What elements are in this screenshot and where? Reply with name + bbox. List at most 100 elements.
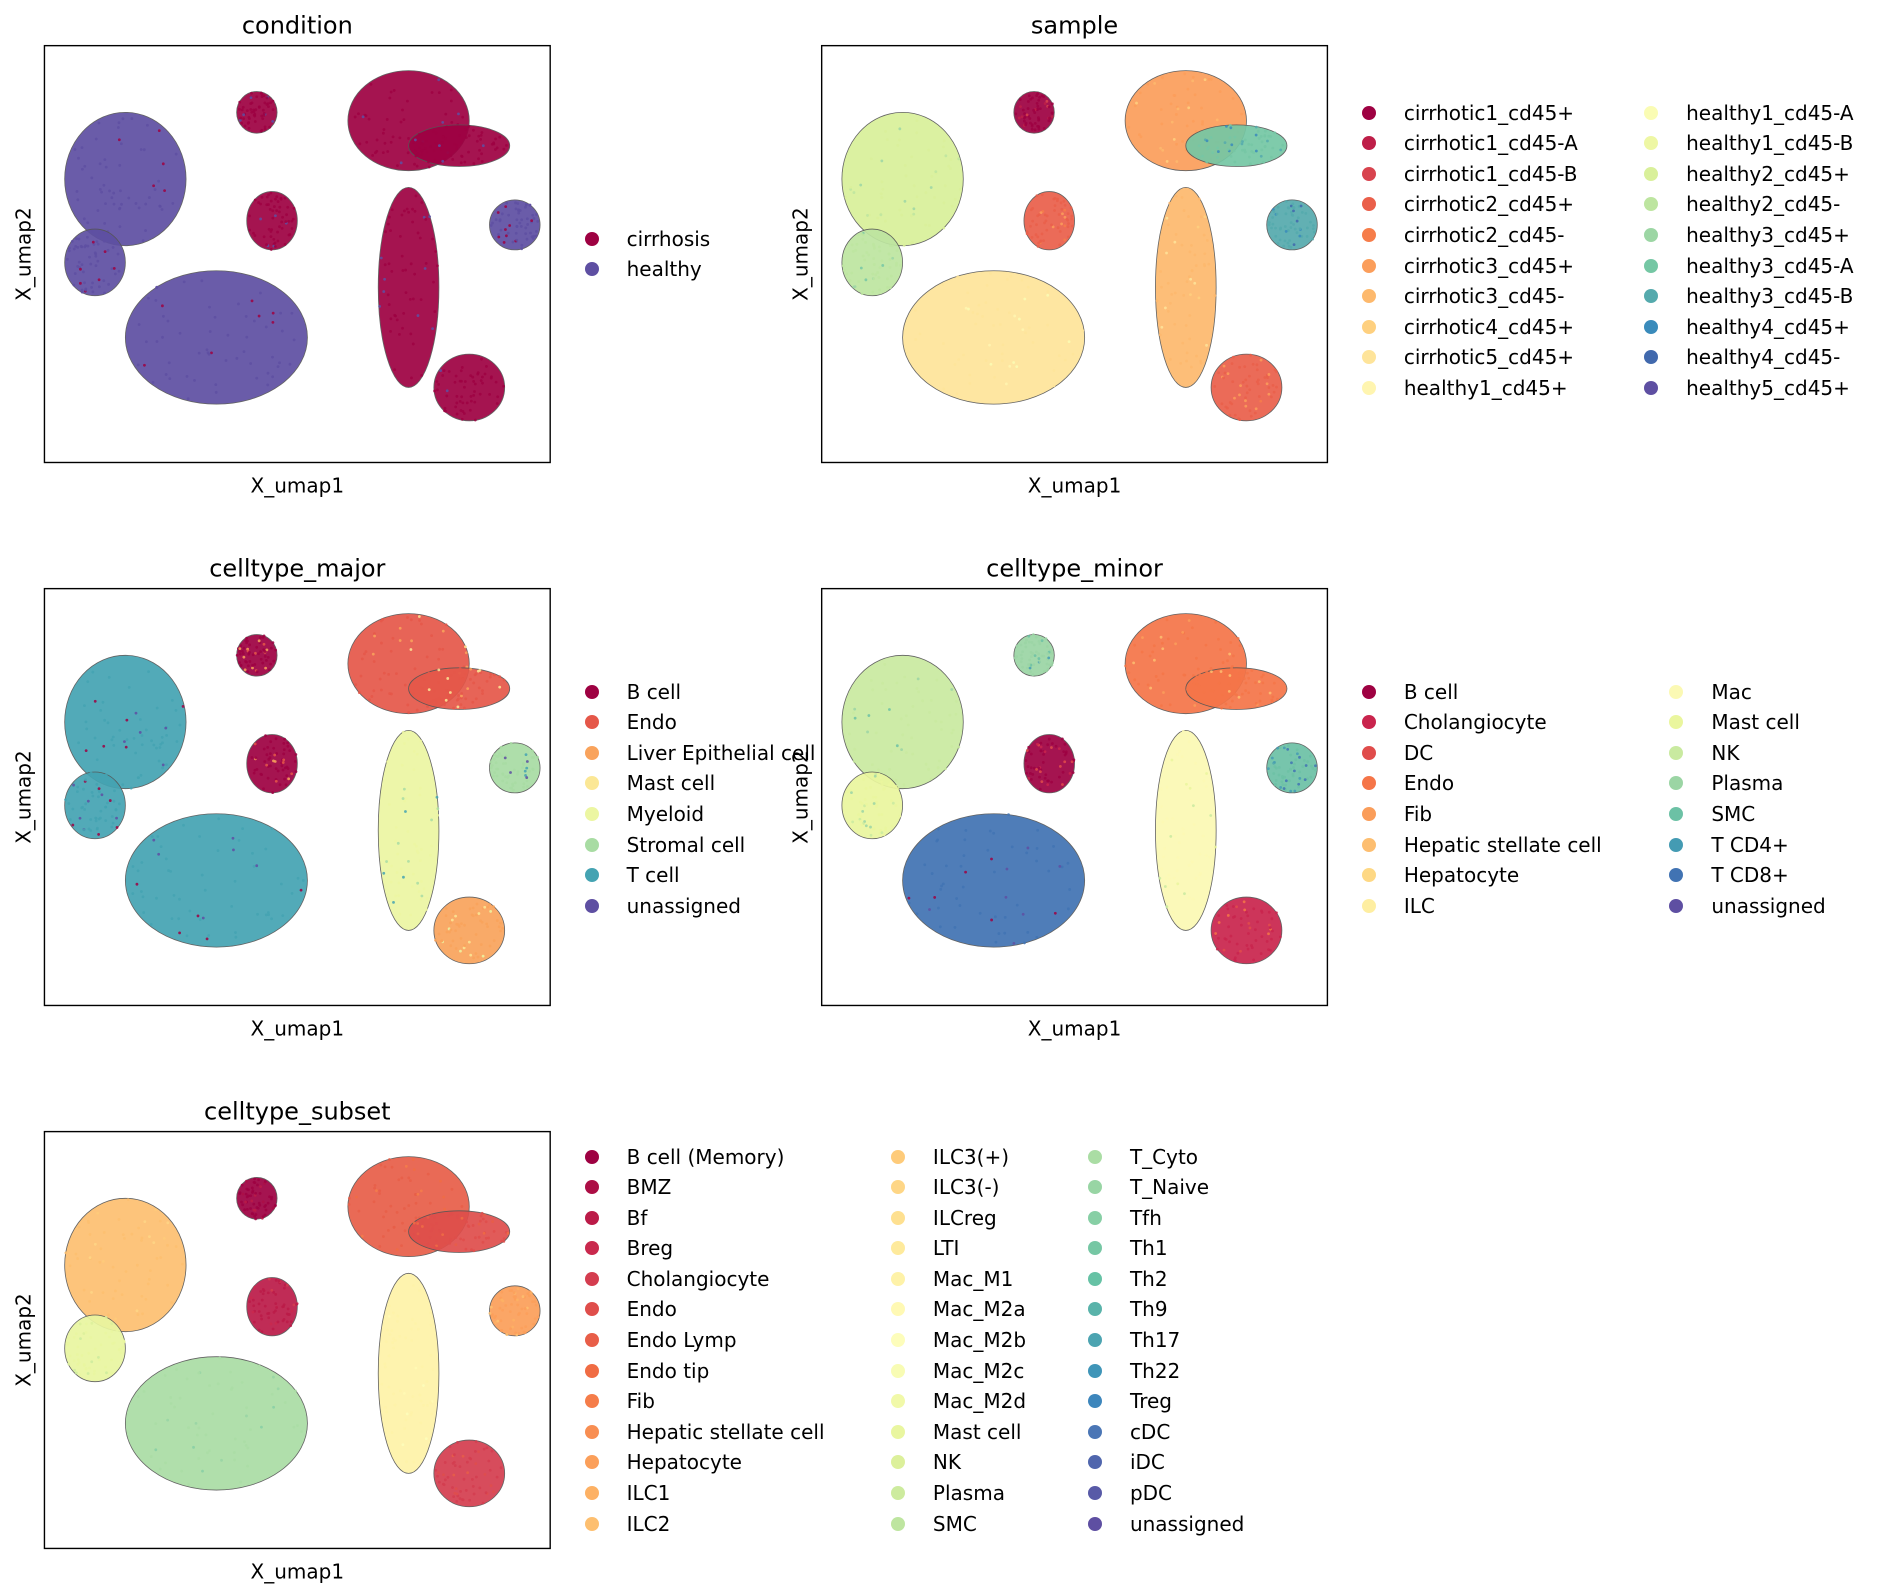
scatter-point: [137, 323, 141, 326]
scatter-point: [1037, 117, 1041, 121]
scatter-point: [395, 871, 399, 874]
scatter-point: [1026, 107, 1030, 110]
scatter-point: [94, 819, 98, 823]
scatter-point: [1298, 755, 1301, 759]
cluster-b-mid: [1023, 734, 1075, 794]
scatter-point: [272, 205, 276, 208]
scatter-point: [1268, 691, 1272, 695]
scatter-point: [161, 304, 164, 308]
scatter-point: [237, 838, 241, 842]
scatter-point: [375, 149, 379, 153]
scatter-point: [875, 800, 879, 804]
legend-label: Liver Epithelial cell: [626, 740, 816, 765]
legend-item: ILC2: [577, 1508, 825, 1539]
scatter-point: [950, 204, 954, 208]
scatter-point: [1260, 148, 1264, 152]
scatter-point: [955, 897, 959, 900]
scatter-point: [1005, 867, 1009, 871]
scatter-point: [260, 1330, 264, 1334]
scatter-point: [490, 764, 494, 767]
scatter-point: [1190, 626, 1194, 630]
scatter-point: [158, 1219, 162, 1223]
scatter-point: [98, 790, 101, 794]
scatter-point: [144, 1297, 148, 1301]
scatter-point: [126, 1198, 130, 1202]
scatter-point: [369, 82, 373, 86]
scatter-point: [113, 272, 117, 276]
scatter-point: [454, 947, 458, 950]
scatter-point: [1185, 351, 1189, 355]
scatter-point: [263, 101, 267, 105]
scatter-point: [415, 708, 419, 712]
scatter-point: [1231, 654, 1235, 658]
scatter-point: [1196, 667, 1200, 671]
scatter-point: [1189, 277, 1193, 281]
scatter-point: [67, 1336, 71, 1340]
scatter-point: [1221, 661, 1225, 664]
legend-item: Mac_M2b: [883, 1325, 1026, 1356]
scatter-point: [427, 688, 431, 692]
scatter-point: [256, 1183, 259, 1187]
scatter-point: [1028, 658, 1032, 662]
legend-marker: [1669, 745, 1684, 760]
scatter-point: [66, 1342, 70, 1345]
scatter-point: [288, 749, 292, 753]
scatter-point: [435, 795, 439, 799]
scatter-point: [853, 707, 857, 711]
scatter-point: [84, 244, 88, 248]
scatter-point: [98, 1358, 101, 1362]
scatter-point: [1230, 143, 1234, 147]
scatter-point: [520, 1307, 524, 1311]
scatter-point: [119, 189, 122, 193]
scatter-point: [407, 711, 411, 714]
scatter-point: [492, 1490, 496, 1494]
scatter-point: [928, 908, 931, 911]
scatter-point: [1203, 215, 1207, 219]
scatter-point: [137, 1226, 141, 1230]
scatter-point: [1263, 376, 1267, 379]
scatter-point: [1048, 116, 1051, 120]
scatter-point: [1245, 944, 1249, 947]
scatter-point: [1160, 325, 1164, 329]
scatter-point: [508, 1289, 512, 1293]
scatter-point: [518, 221, 522, 225]
scatter-point: [495, 774, 499, 778]
scatter-point: [269, 248, 273, 251]
legend-marker: [1669, 715, 1684, 730]
scatter-point: [95, 240, 99, 244]
scatter-point: [67, 1362, 71, 1366]
scatter-point: [444, 698, 448, 702]
scatter-point: [884, 130, 887, 133]
scatter-point: [502, 147, 506, 151]
scatter-point: [464, 128, 468, 131]
scatter-point: [1247, 691, 1251, 695]
scatter-point: [869, 825, 872, 829]
legend-marker: [1669, 684, 1684, 699]
scatter-point: [140, 1239, 143, 1242]
scatter-point: [1010, 845, 1014, 849]
scatter-point: [499, 1466, 503, 1470]
scatter-point: [1019, 105, 1022, 109]
scatter-point: [481, 954, 485, 958]
scatter-point: [1194, 656, 1198, 660]
scatter-point: [878, 249, 882, 253]
legend-item: T CD4+: [1661, 829, 1825, 860]
scatter-point: [1028, 117, 1032, 120]
legend-column: cirrhosis healthy: [577, 223, 710, 284]
scatter-point: [1024, 123, 1028, 127]
scatter-point: [1166, 223, 1170, 227]
scatter-point: [409, 332, 413, 336]
scatter-point: [251, 1189, 255, 1193]
scatter-point: [384, 1365, 387, 1369]
scatter-point: [288, 233, 292, 236]
scatter-point: [501, 779, 505, 783]
scatter-point: [452, 1453, 456, 1457]
scatter-point: [1012, 361, 1016, 364]
scatter-point: [976, 312, 979, 316]
scatter-point: [1058, 230, 1062, 233]
scatter-point: [1291, 774, 1295, 778]
scatter-point: [391, 1341, 395, 1345]
scatter-point: [187, 1483, 191, 1486]
legend-marker: [890, 1210, 905, 1225]
scatter-point: [1260, 140, 1264, 144]
